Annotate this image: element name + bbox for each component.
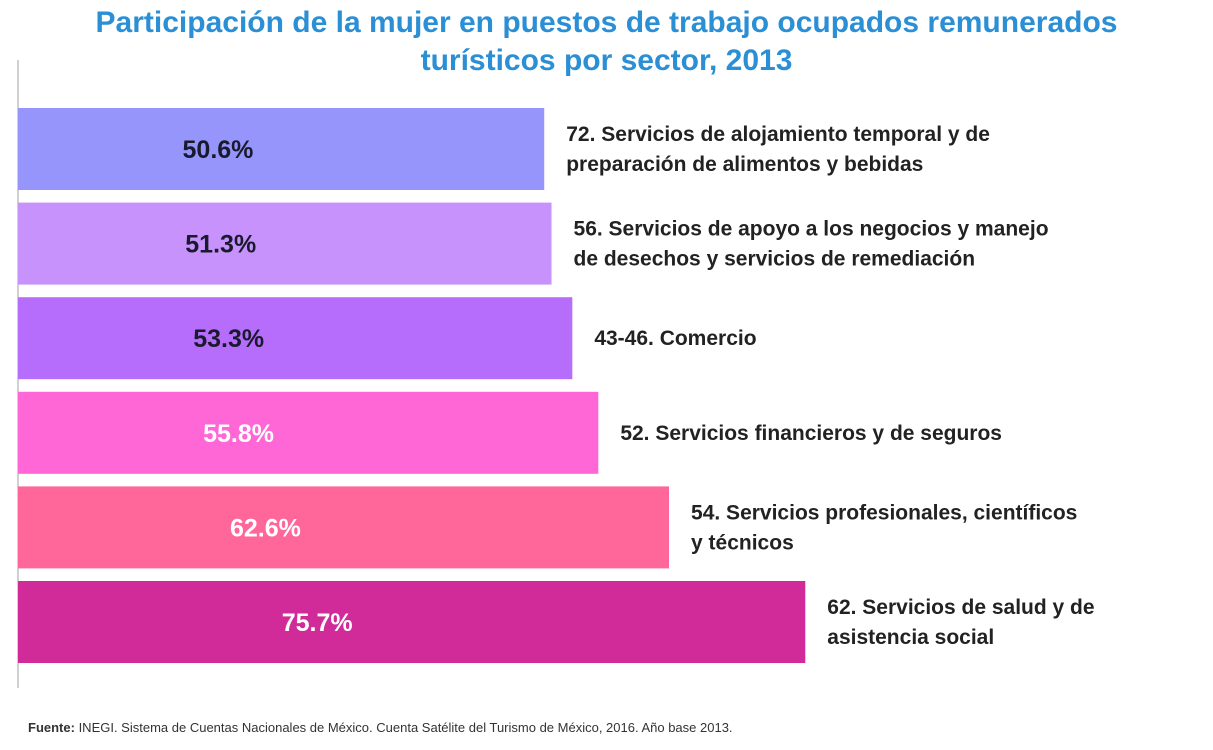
bar-1	[18, 108, 545, 190]
category-label-6-line-1: 62. Servicios de salud y de	[827, 596, 1094, 619]
source-label: Fuente:	[28, 720, 75, 735]
bar-4	[18, 391, 599, 474]
bar-value-label-4: 55.8%	[203, 420, 274, 448]
bars-layer: 50.6% 72. Servicios de alojamiento tempor…	[18, 108, 1095, 663]
bar-2	[18, 202, 552, 285]
category-label-4-line-1: 52. Servicios financieros y de seguros	[620, 422, 1002, 445]
bar-3	[18, 297, 573, 380]
bar-6	[18, 581, 806, 663]
category-label-2-line-2: de desechos y servicios de remediación	[574, 248, 976, 271]
bar-value-label-5: 62.6%	[230, 514, 301, 542]
bar-value-label-2: 51.3%	[185, 231, 256, 259]
chart-title: Participación de la mujer en puestos de …	[0, 4, 1213, 80]
category-label-5-line-1: 54. Servicios profesionales, científicos	[691, 501, 1077, 524]
bar-value-label-3: 53.3%	[193, 325, 264, 353]
bar-value-label-6: 75.7%	[282, 609, 353, 637]
category-label-1-line-2: preparación de alimentos y bebidas	[566, 153, 923, 176]
bar-5	[18, 486, 670, 569]
source-note: Fuente: INEGI. Sistema de Cuentas Nacion…	[28, 720, 733, 735]
category-label-2-line-1: 56. Servicios de apoyo a los negocios y …	[574, 218, 1049, 241]
category-label-5-line-2: y técnicos	[691, 531, 794, 554]
chart-title-line-2: turísticos por sector, 2013	[420, 44, 793, 77]
category-label-1-line-1: 72. Servicios de alojamiento temporal y …	[566, 123, 990, 146]
category-label-3-line-1: 43-46. Comercio	[594, 327, 756, 350]
chart-title-line-1: Participación de la mujer en puestos de …	[95, 6, 1118, 39]
bar-value-label-1: 50.6%	[183, 136, 254, 164]
source-text: INEGI. Sistema de Cuentas Nacionales de …	[74, 720, 733, 735]
category-label-6-line-2: asistencia social	[827, 626, 994, 649]
